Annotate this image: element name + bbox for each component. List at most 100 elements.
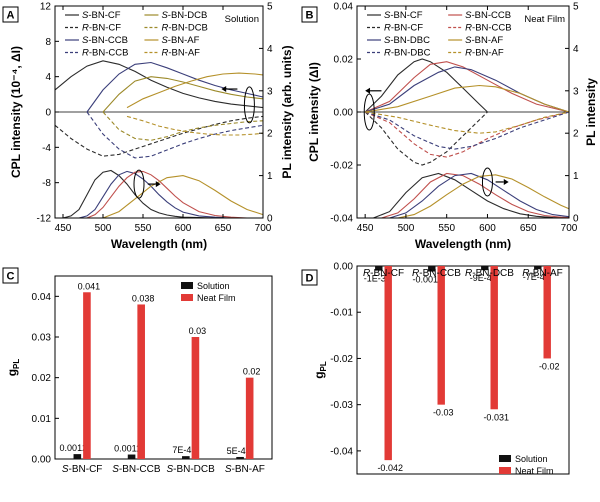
- data-label: -7E-4: [523, 272, 545, 282]
- data-label: -0.02: [539, 361, 560, 371]
- legend-entry-prefix: S: [82, 10, 89, 21]
- legend-entry-prefix: S: [465, 10, 472, 21]
- panel-B: 450 500 550 600 650 700-0.04-0.020.000.020.04…: [307, 2, 598, 252]
- category-label-prefix: S: [225, 464, 232, 475]
- panel-label-D: D: [306, 273, 314, 285]
- data-label: 0.041: [78, 281, 101, 291]
- legend-entry: S-BN-AF: [161, 35, 199, 46]
- panel-label-box-C: [2, 267, 19, 284]
- legend-swatch: [181, 282, 193, 289]
- legend-entry: Solution: [515, 454, 548, 464]
- series-line-s-bn-cf: [54, 60, 264, 109]
- legend-entry: R-BN-DCB: [161, 23, 207, 34]
- y-tick-label: -0.02: [330, 354, 353, 365]
- y-tick-label: 8: [45, 37, 51, 48]
- bar-neat-film: [137, 304, 145, 459]
- y-tick-label: -0.03: [330, 400, 353, 411]
- category-label: R-BN-DCB: [465, 268, 514, 279]
- y-axis-label-main: g: [5, 369, 19, 376]
- legend-entry-name: -BN-CCB: [89, 48, 129, 59]
- series-line-pl-af: [397, 174, 570, 219]
- y-right-tick-label: 4: [573, 44, 579, 55]
- y-tick-label: -0.01: [330, 308, 353, 319]
- y-right-tick-label: 3: [573, 86, 579, 97]
- data-label: -1E-3: [364, 274, 386, 284]
- legend-entry: S-BN-CF: [384, 10, 423, 21]
- legend-entry-name: -BN-CF: [390, 10, 422, 21]
- y-tick-label: 0: [45, 108, 51, 119]
- category-label-name: -BN-AF: [232, 464, 265, 475]
- x-tick-label: 450: [357, 223, 374, 234]
- panel-label-box-D: [301, 269, 318, 286]
- x-tick-label: 650: [215, 223, 232, 234]
- series-line-r-bn-dbc: [365, 111, 570, 150]
- bar-neat-film: [83, 292, 91, 459]
- legend-entry: R-BN-AF: [161, 48, 200, 59]
- category-label-prefix: S: [166, 464, 173, 475]
- x-tick-label: 600: [479, 223, 496, 234]
- legend-entry-prefix: S: [384, 10, 391, 21]
- y-right-tick-label: 5: [573, 2, 579, 13]
- legend-entry-prefix: R: [465, 23, 472, 34]
- bar-solution: [182, 456, 190, 459]
- legend-entry: S-BN-AF: [465, 35, 503, 46]
- y-tick-label: 0.00: [334, 108, 354, 119]
- y-axis-label-sub: PL: [12, 359, 21, 369]
- bar-solution: [534, 266, 542, 270]
- plot-frame: [54, 275, 273, 460]
- y-tick-label: -0.04: [330, 214, 353, 225]
- category-label: S-BN-DCB: [166, 464, 215, 475]
- category-label: R-BN-AF: [522, 268, 563, 279]
- category-label-name: -BN-CF: [69, 464, 103, 475]
- bar-neat-film: [245, 377, 254, 459]
- y-tick-label: 0.01: [32, 414, 52, 425]
- y-right-tick-label: 0: [573, 214, 579, 225]
- annotation-arrowhead-pl: [503, 178, 509, 185]
- legend-swatch: [181, 294, 193, 301]
- bar-neat-film: [384, 266, 392, 461]
- category-label-name: -BN-AF: [529, 268, 562, 279]
- category-label-name: -BN-CF: [370, 268, 404, 279]
- legend-entry-name: -BN-DBC: [390, 35, 430, 46]
- legend-title: Neat Film: [524, 14, 565, 25]
- legend-swatch: [499, 455, 511, 462]
- bar-solution: [73, 454, 82, 459]
- legend-entry: S-BN-DCB: [161, 10, 207, 21]
- legend-entry-prefix: R: [465, 48, 472, 59]
- legend-entry: R-BN-CF: [82, 23, 121, 34]
- x-axis-label: Wavelength (nm): [415, 237, 511, 251]
- legend-entry-name: -BN-AF: [168, 48, 200, 59]
- legend-entry: R-BN-CF: [384, 23, 423, 34]
- y-tick-label: -0.04: [330, 446, 353, 457]
- data-label: 0.0012: [60, 443, 88, 453]
- series-line-pl-af: [102, 175, 264, 219]
- bar-solution: [127, 454, 136, 459]
- data-label: -0.03: [433, 408, 454, 418]
- series-line-r-bn-dcb: [102, 111, 264, 141]
- bar-solution: [236, 456, 244, 459]
- series-line-pl-ccb: [381, 172, 570, 219]
- legend-entry: Neat Film: [197, 293, 236, 303]
- legend-entry-name: -BN-CCB: [88, 35, 128, 46]
- x-tick-label: 550: [438, 223, 455, 234]
- data-label: -0.042: [377, 463, 403, 473]
- series-line-s-bn-cf: [364, 58, 488, 113]
- y-tick-label: 0.02: [334, 55, 354, 66]
- series-line-r-bn-ccb: [364, 111, 570, 158]
- series-line-s-bn-ccb: [364, 61, 570, 113]
- panel-label-A: A: [7, 10, 15, 22]
- y-tick-label: 0.00: [32, 455, 52, 466]
- y-axis-label: CPL intensity (10⁻⁴, ΔI): [9, 46, 23, 178]
- x-tick-label: 700: [255, 223, 272, 234]
- bar-solution: [428, 266, 436, 272]
- panel-label-box-A: [2, 6, 19, 23]
- y-right-tick-label: 2: [573, 129, 579, 140]
- y-axis-label: CPL intensity (ΔI): [307, 62, 321, 162]
- category-label-prefix: S: [112, 464, 119, 475]
- data-label: 5E-4: [227, 446, 246, 456]
- x-axis-label: Wavelength (nm): [111, 237, 207, 251]
- series-line-r-bn-cf: [364, 111, 488, 166]
- legend-entry: R-BN-DBC: [384, 48, 431, 59]
- category-label-name: -BN-CCB: [119, 464, 161, 475]
